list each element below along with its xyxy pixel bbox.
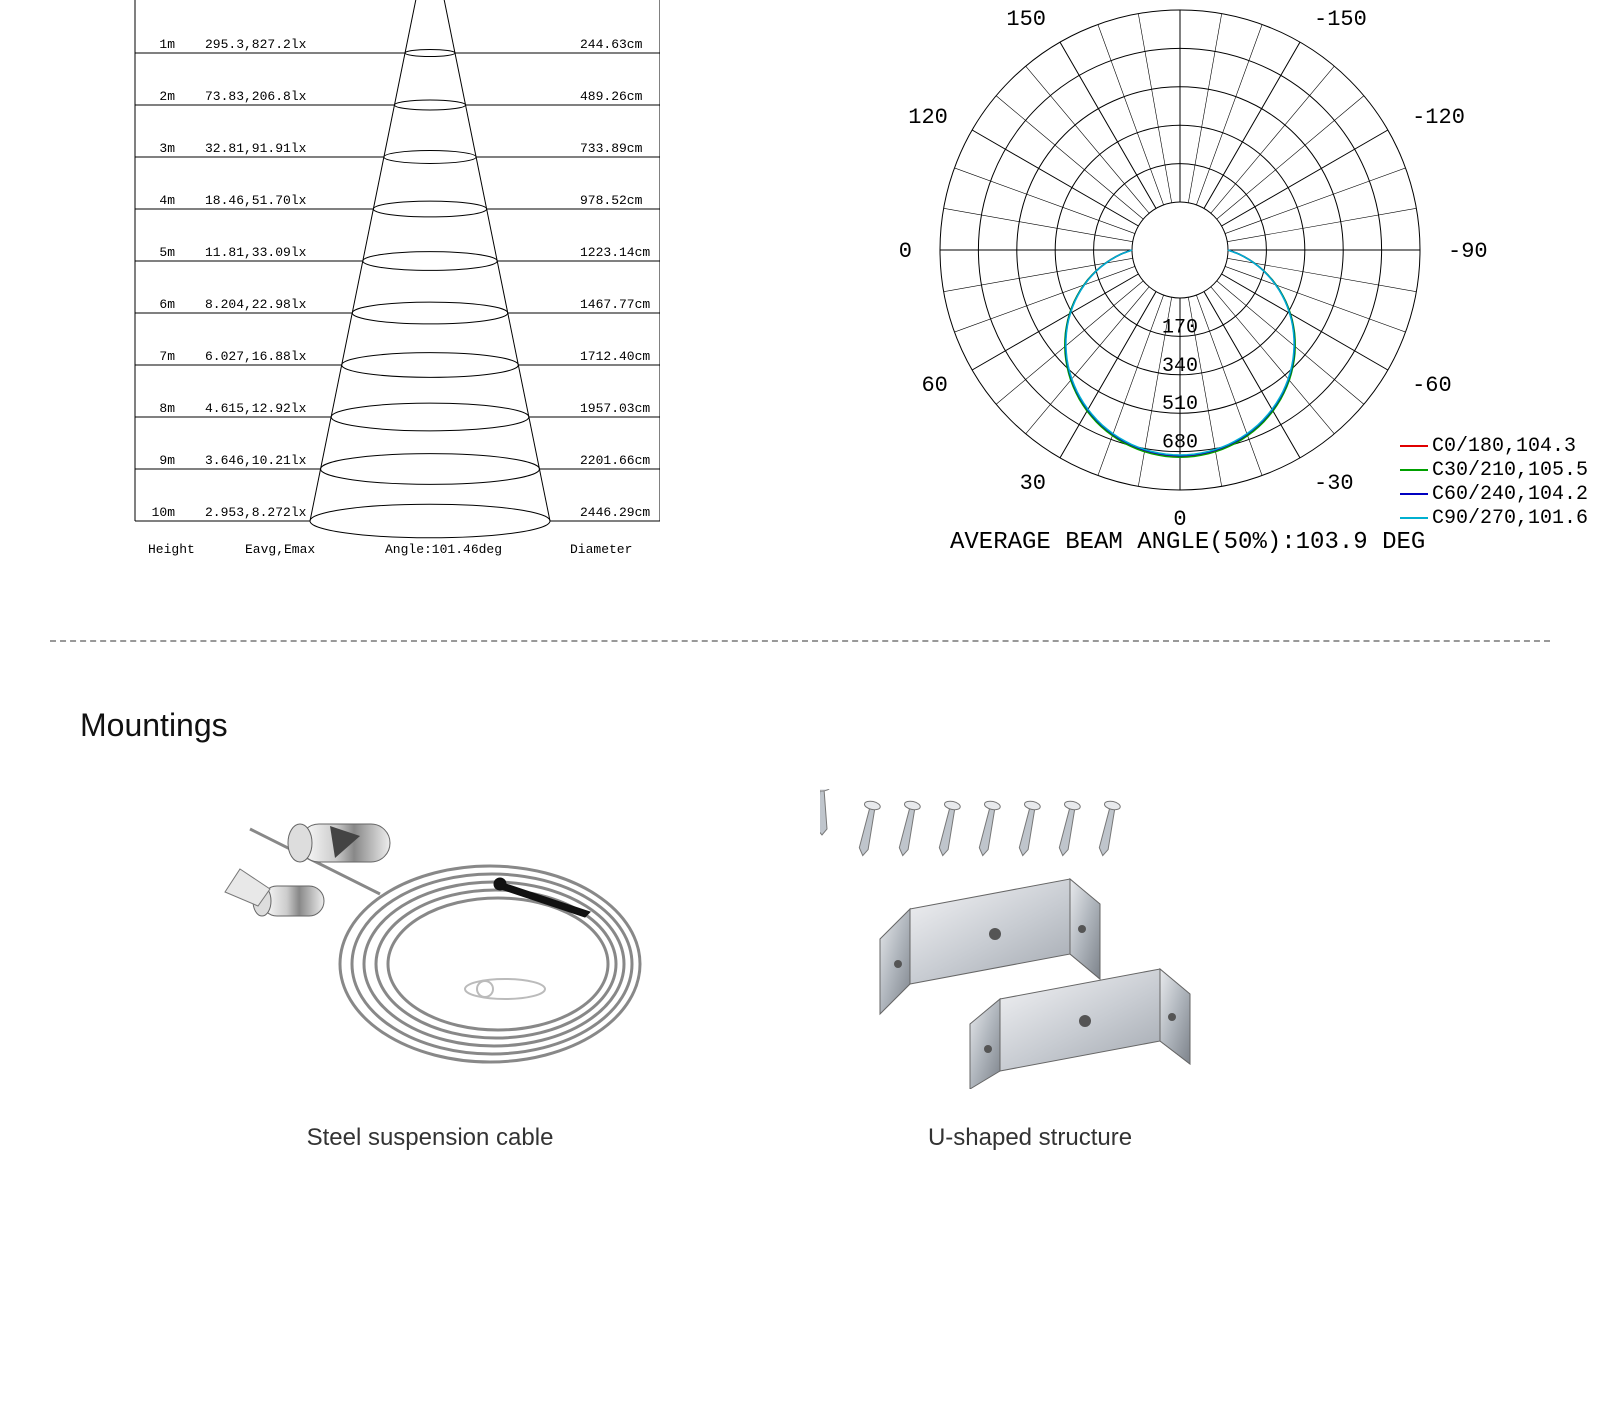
svg-text:11.81,33.09lx: 11.81,33.09lx (205, 245, 307, 260)
polar-legend-item: C60/240,104.2 (1400, 483, 1588, 506)
svg-text:2446.29cm: 2446.29cm (580, 505, 650, 520)
svg-text:Angle:101.46deg: Angle:101.46deg (385, 542, 502, 557)
svg-text:6.027,16.88lx: 6.027,16.88lx (205, 349, 307, 364)
svg-text:73.83,206.8lx: 73.83,206.8lx (205, 89, 307, 104)
svg-text:Diameter: Diameter (570, 542, 632, 557)
svg-text:3.646,10.21lx: 3.646,10.21lx (205, 453, 307, 468)
svg-text:-30: -30 (1314, 471, 1354, 496)
svg-text:1712.40cm: 1712.40cm (580, 349, 650, 364)
svg-text:170: 170 (1162, 316, 1198, 339)
svg-text:733.89cm: 733.89cm (580, 141, 643, 156)
svg-text:9m: 9m (159, 453, 175, 468)
svg-text:8.204,22.98lx: 8.204,22.98lx (205, 297, 307, 312)
svg-text:2201.66cm: 2201.66cm (580, 453, 650, 468)
svg-text:8m: 8m (159, 401, 175, 416)
polar-legend-item: C0/180,104.3 (1400, 435, 1576, 458)
svg-text:510: 510 (1162, 393, 1198, 416)
light-cone-diagram: 1m 295.3,827.2lx 244.63cm 2m 73.83,206.8lx 48… (80, 0, 660, 575)
mountings-heading: Mountings (80, 707, 1520, 744)
svg-text:30: 30 (1020, 471, 1046, 496)
svg-text:90: 90 (900, 239, 912, 264)
svg-text:978.52cm: 978.52cm (580, 193, 643, 208)
svg-text:AVERAGE BEAM ANGLE(50%):103.9: AVERAGE BEAM ANGLE(50%):103.9 DEG (950, 529, 1425, 556)
svg-text:2m: 2m (159, 89, 175, 104)
svg-text:489.26cm: 489.26cm (580, 89, 643, 104)
svg-text:-60: -60 (1412, 373, 1452, 398)
mounting-item: Steel suspension cable (190, 784, 670, 1152)
svg-text:7m: 7m (159, 349, 175, 364)
mounting-caption: Steel suspension cable (190, 1124, 670, 1152)
svg-text:1223.14cm: 1223.14cm (580, 245, 650, 260)
svg-text:Height: Height (148, 542, 195, 557)
svg-text:32.81,91.91lx: 32.81,91.91lx (205, 141, 307, 156)
svg-text:120: 120 (908, 105, 948, 130)
svg-text:150: 150 (1006, 7, 1046, 32)
mounting-item: U-shaped structure (790, 784, 1270, 1152)
svg-text:2.953,8.272lx: 2.953,8.272lx (205, 505, 307, 520)
polar-legend-item: C90/270,101.6 (1400, 507, 1588, 530)
polar-diagram: -150-120-90-60-3003060901201501703405106… (900, 0, 1520, 580)
svg-text:1957.03cm: 1957.03cm (580, 401, 650, 416)
svg-text:60: 60 (921, 373, 947, 398)
svg-text:6m: 6m (159, 297, 175, 312)
svg-text:1467.77cm: 1467.77cm (580, 297, 650, 312)
svg-text:10m: 10m (152, 505, 176, 520)
svg-text:18.46,51.70lx: 18.46,51.70lx (205, 193, 307, 208)
svg-text:-150: -150 (1314, 7, 1367, 32)
mounting-caption: U-shaped structure (790, 1124, 1270, 1152)
u-bracket-image (790, 784, 1270, 1094)
svg-text:4.615,12.92lx: 4.615,12.92lx (205, 401, 307, 416)
svg-text:4m: 4m (159, 193, 175, 208)
svg-text:-90: -90 (1448, 239, 1488, 264)
svg-text:-120: -120 (1412, 105, 1465, 130)
svg-text:244.63cm: 244.63cm (580, 37, 643, 52)
polar-legend-item: C30/210,105.5 (1400, 459, 1588, 482)
svg-text:1m: 1m (159, 37, 175, 52)
svg-text:3m: 3m (159, 141, 175, 156)
svg-text:5m: 5m (159, 245, 175, 260)
svg-text:680: 680 (1162, 432, 1198, 455)
svg-text:Eavg,Emax: Eavg,Emax (245, 542, 315, 557)
svg-text:295.3,827.2lx: 295.3,827.2lx (205, 37, 307, 52)
svg-text:340: 340 (1162, 355, 1198, 378)
steel-cable-image (190, 784, 670, 1094)
